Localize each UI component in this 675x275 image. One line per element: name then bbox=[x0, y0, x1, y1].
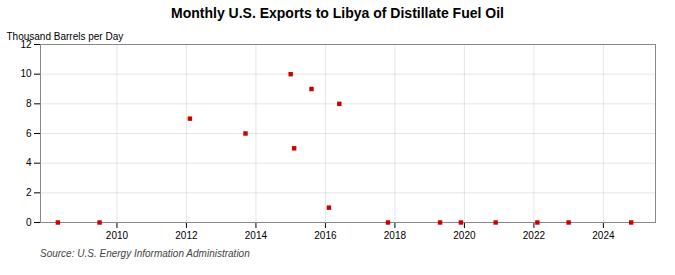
svg-text:4: 4 bbox=[26, 157, 32, 168]
svg-text:2014: 2014 bbox=[245, 230, 268, 241]
svg-text:2022: 2022 bbox=[523, 230, 546, 241]
html-text:Source: U.S. Energy Informatio: Source: U.S. Energy Information Administ… bbox=[40, 248, 250, 259]
svg-text:6: 6 bbox=[26, 128, 32, 139]
svg-text:Thousand Barrels per Day: Thousand Barrels per Day bbox=[7, 31, 124, 42]
svg-text:2012: 2012 bbox=[175, 230, 198, 241]
svg-text:12: 12 bbox=[20, 38, 32, 50]
svg-text:8: 8 bbox=[26, 98, 32, 109]
svg-text:10: 10 bbox=[20, 68, 32, 79]
svg-text:2018: 2018 bbox=[384, 230, 407, 241]
html-text:Monthly U.S. Exports to Libya: Monthly U.S. Exports to Libya of Distill… bbox=[171, 5, 504, 21]
svg-text:2: 2 bbox=[26, 187, 32, 198]
svg-text:2016: 2016 bbox=[314, 230, 337, 241]
svg-text:0: 0 bbox=[26, 217, 32, 228]
svg-text:2010: 2010 bbox=[106, 230, 129, 241]
svg-text:2024: 2024 bbox=[592, 230, 615, 241]
svg-text:2020: 2020 bbox=[453, 230, 476, 241]
